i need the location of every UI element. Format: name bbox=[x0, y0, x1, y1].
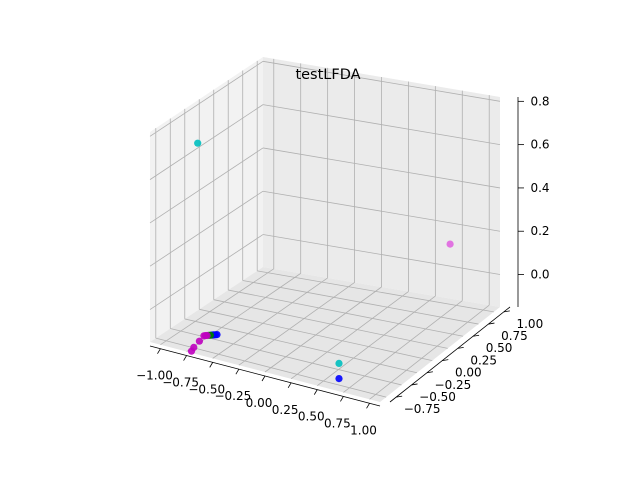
x-grid-floor bbox=[369, 304, 490, 400]
data-point bbox=[187, 347, 196, 355]
y-grid-floor bbox=[213, 299, 448, 349]
x-tick-mark bbox=[183, 355, 187, 361]
z-tick-label: 0.8 bbox=[530, 94, 549, 108]
z-grid-left bbox=[149, 190, 264, 267]
y-tick-label: −0.75 bbox=[404, 402, 441, 416]
x-tick-label: −0.25 bbox=[214, 389, 251, 403]
data-point bbox=[195, 337, 203, 345]
x-tick-label: −0.50 bbox=[188, 382, 225, 396]
x-tick-mark bbox=[340, 396, 344, 402]
z-tick-label: 0.0 bbox=[530, 268, 549, 282]
y-grid-floor bbox=[242, 280, 479, 325]
x-tick-mark bbox=[235, 368, 240, 375]
y-tick-label: 0.00 bbox=[455, 366, 482, 380]
z-grid-left bbox=[149, 147, 264, 224]
x-grid-floor bbox=[212, 277, 328, 359]
x-tick-label: 1.00 bbox=[350, 423, 377, 437]
y-tick-label: 0.25 bbox=[470, 353, 497, 367]
x-tick-mark bbox=[261, 375, 266, 382]
y-axis-line bbox=[389, 306, 511, 403]
z-tick-label: 0.2 bbox=[530, 224, 549, 238]
x-tick-label: −0.75 bbox=[162, 376, 199, 390]
x-tick-mark bbox=[287, 382, 292, 389]
x-tick-label: 0.00 bbox=[246, 396, 273, 410]
y-tick-mark bbox=[457, 347, 464, 349]
y-tick-label: 1.00 bbox=[516, 317, 543, 331]
y-tick-mark bbox=[426, 371, 433, 374]
y-tick-label: −0.25 bbox=[435, 378, 472, 392]
x-tick-label: −1.00 bbox=[136, 369, 173, 383]
y-tick-mark bbox=[442, 359, 449, 361]
data-point bbox=[200, 332, 208, 340]
z-grid-back bbox=[262, 60, 501, 102]
data-point bbox=[446, 240, 454, 248]
z-grid-left bbox=[149, 60, 264, 137]
z-grid-left bbox=[149, 234, 264, 310]
y-grid-floor bbox=[228, 289, 464, 337]
x-tick-label: 0.75 bbox=[324, 416, 351, 430]
y-grid-floor bbox=[257, 270, 494, 313]
z-grid-back bbox=[262, 234, 501, 275]
z-grid-back bbox=[262, 190, 501, 232]
x-tick-label: 0.50 bbox=[298, 410, 325, 424]
z-tick-label: 0.6 bbox=[530, 138, 549, 152]
tick-labels: −1.00−0.75−0.50−0.250.00 0.25 0.50 0.75 1.00… bbox=[136, 94, 549, 437]
x-tick-mark bbox=[157, 348, 161, 354]
x-tick-label: 0.25 bbox=[272, 403, 299, 417]
z-grid-back bbox=[262, 104, 501, 146]
y-tick-label: 0.75 bbox=[501, 329, 528, 343]
x-tick-mark bbox=[313, 389, 318, 395]
y-tick-mark bbox=[488, 322, 495, 325]
x-grid-floor bbox=[290, 291, 409, 380]
x-tick-mark bbox=[366, 403, 370, 409]
z-tick-label: 0.4 bbox=[530, 181, 549, 195]
y-tick-mark bbox=[411, 383, 418, 386]
data-point bbox=[335, 359, 343, 367]
x-grid-floor bbox=[160, 268, 274, 346]
data-point bbox=[335, 375, 343, 383]
data-points bbox=[187, 139, 454, 383]
axis-lines bbox=[149, 97, 524, 409]
y-grid-floor bbox=[184, 318, 418, 374]
z-grid-left bbox=[149, 104, 264, 180]
y-tick-label: 0.50 bbox=[486, 341, 513, 355]
x-grid-floor bbox=[317, 295, 436, 386]
x-tick-mark bbox=[209, 362, 214, 368]
chart-title: testLFDA bbox=[295, 67, 360, 83]
y-grid-floor bbox=[199, 308, 433, 361]
z-grid-back bbox=[262, 147, 501, 189]
y-tick-label: −0.50 bbox=[419, 390, 456, 404]
data-point bbox=[194, 139, 202, 147]
y-tick-mark bbox=[396, 395, 403, 398]
y-tick-mark bbox=[503, 310, 510, 313]
y-tick-mark bbox=[473, 334, 480, 337]
floor-pane bbox=[150, 267, 500, 402]
x-grid-floor bbox=[264, 286, 382, 373]
x-grid-floor bbox=[238, 282, 355, 366]
x-grid-floor bbox=[343, 300, 463, 393]
left-pane bbox=[150, 57, 263, 342]
